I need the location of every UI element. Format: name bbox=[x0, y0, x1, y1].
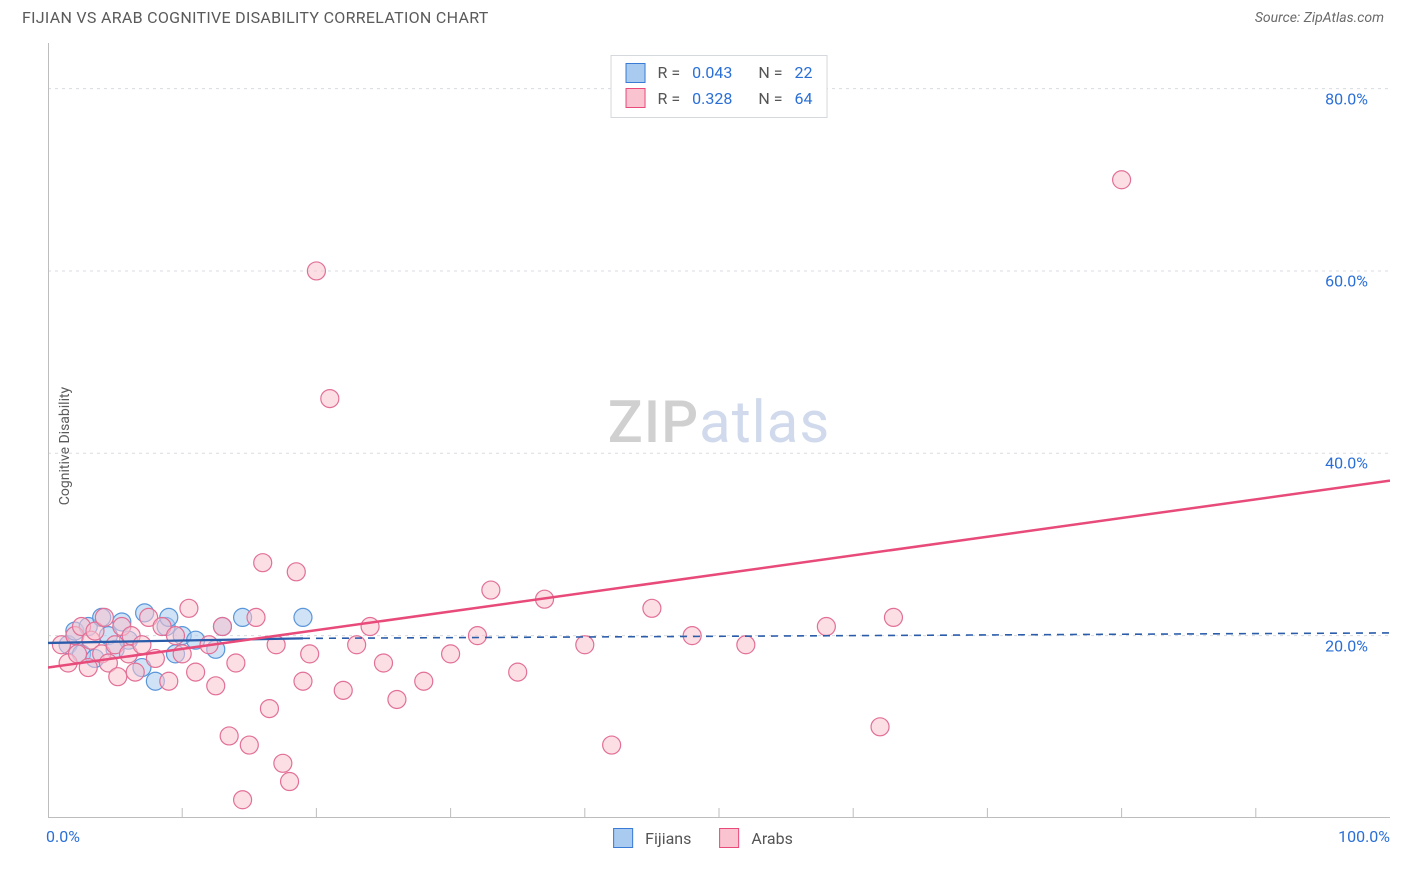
r-label: R = bbox=[658, 60, 681, 86]
series-legend-label: Fijians bbox=[645, 829, 691, 848]
chart-container: Cognitive Disability ZIPatlas R =0.043N … bbox=[0, 33, 1406, 858]
source-attribution: Source: ZipAtlas.com bbox=[1255, 10, 1384, 26]
legend-swatch-icon bbox=[613, 828, 633, 848]
correlation-legend-row: R = 0.328 N = 64 bbox=[626, 86, 813, 112]
chart-title: FIJIAN VS ARAB COGNITIVE DISABILITY CORR… bbox=[22, 8, 489, 27]
series-legend-item: Fijians bbox=[613, 828, 691, 848]
r-label: R = bbox=[658, 86, 681, 112]
r-value: 0.328 bbox=[692, 86, 732, 112]
legend-swatch-icon bbox=[626, 88, 646, 108]
x-axis-max-label: 100.0% bbox=[1338, 827, 1390, 846]
n-value: 22 bbox=[794, 60, 812, 86]
series-legend-label: Arabs bbox=[751, 829, 793, 848]
series-legend-item: Arabs bbox=[719, 828, 793, 848]
y-axis-tick-label: 80.0% bbox=[1325, 89, 1368, 108]
plot-area: ZIPatlas R =0.043N =22R =0.328N =64 20.0… bbox=[48, 43, 1390, 818]
correlation-legend: R = 0.043 N = 22 R = 0.328 N = 64 bbox=[611, 55, 828, 118]
y-axis-tick-label: 60.0% bbox=[1325, 271, 1368, 290]
n-label: N = bbox=[758, 60, 782, 86]
r-value: 0.043 bbox=[692, 60, 732, 86]
legend-swatch-icon bbox=[626, 63, 646, 83]
y-axis-tick-label: 20.0% bbox=[1325, 636, 1368, 655]
scatter-plot-svg bbox=[48, 43, 1390, 818]
n-label: N = bbox=[758, 86, 782, 112]
x-axis-min-label: 0.0% bbox=[46, 827, 80, 846]
legend-swatch-icon bbox=[719, 828, 739, 848]
y-axis-tick-label: 40.0% bbox=[1325, 454, 1368, 473]
correlation-legend-row: R = 0.043 N = 22 bbox=[626, 60, 813, 86]
n-value: 64 bbox=[794, 86, 812, 112]
series-legend: Fijians Arabs bbox=[613, 828, 793, 848]
